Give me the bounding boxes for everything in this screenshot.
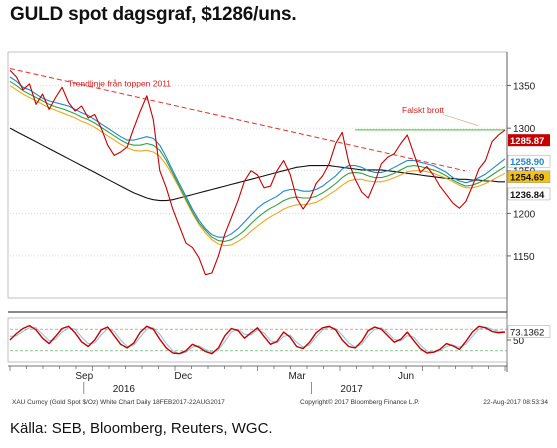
main-series-line-0 (9, 69, 506, 276)
oscillator-series-line-1 (9, 326, 506, 355)
value-label-box (507, 154, 551, 168)
footer-left: XAU Curncy (Gold Spot $/Oz) White Chart … (12, 399, 225, 406)
y-tick-label: 1350 (513, 82, 536, 93)
oscillator-value-label: 73.1362 (510, 328, 544, 339)
chart-title: GULD spot dagsgraf, $1286/uns. (10, 4, 297, 25)
x-tick-label: Jun (398, 371, 414, 382)
breakout-pointer (442, 114, 479, 126)
x-tick-label: Mar (288, 371, 306, 382)
main-grid: 11501200125013001350 (7, 51, 536, 372)
x-axis: Sep Dec Mar Jun 2016 2017 XAU Curncy (Gold Spo… (8, 365, 548, 406)
value-label: 1285.87 (510, 136, 544, 147)
main-series-line-2 (9, 80, 506, 242)
oscillator-value-box (507, 325, 551, 338)
footer-right: 22-Aug-2017 08:53:34 (483, 399, 548, 406)
value-label-box (508, 134, 550, 147)
trendline: Trendlinje från toppen 2011 Falskt brott (9, 68, 505, 172)
x-year-label: 2017 (340, 384, 363, 395)
value-label-box (507, 187, 551, 201)
value-label: 1254.69 (510, 173, 544, 184)
value-label: 1258.90 (510, 157, 544, 168)
y-tick-label: 1200 (513, 209, 536, 220)
oscillator-frame (7, 317, 508, 363)
main-series (9, 69, 506, 276)
y-tick-label: 1150 (513, 252, 535, 263)
trendline-line (9, 68, 466, 172)
main-series-line-1 (9, 76, 506, 238)
footer-center: Copyright© 2017 Bloomberg Finance L.P. (300, 398, 420, 406)
source-note: Källa: SEB, Bloomberg, Reuters, WGC. (10, 420, 273, 437)
value-label-box (507, 170, 551, 183)
main-labels: 1285.87 1258.90 1254.69 1236.84 (507, 134, 551, 201)
oscillator-series-line-0 (9, 324, 506, 355)
trendline-annotation: Trendlinje från toppen 2011 (68, 78, 171, 88)
breakout-annotation: Falskt brott (402, 105, 445, 115)
y-tick-label: 1300 (513, 124, 536, 135)
x-year-label: 2016 (113, 384, 136, 395)
value-label: 1236.84 (510, 190, 545, 201)
x-tick-label: Dec (174, 371, 192, 382)
oscillator-tick-label: 50 (513, 336, 525, 347)
main-series-line-4 (9, 127, 505, 202)
x-tick-label: Sep (75, 371, 93, 382)
